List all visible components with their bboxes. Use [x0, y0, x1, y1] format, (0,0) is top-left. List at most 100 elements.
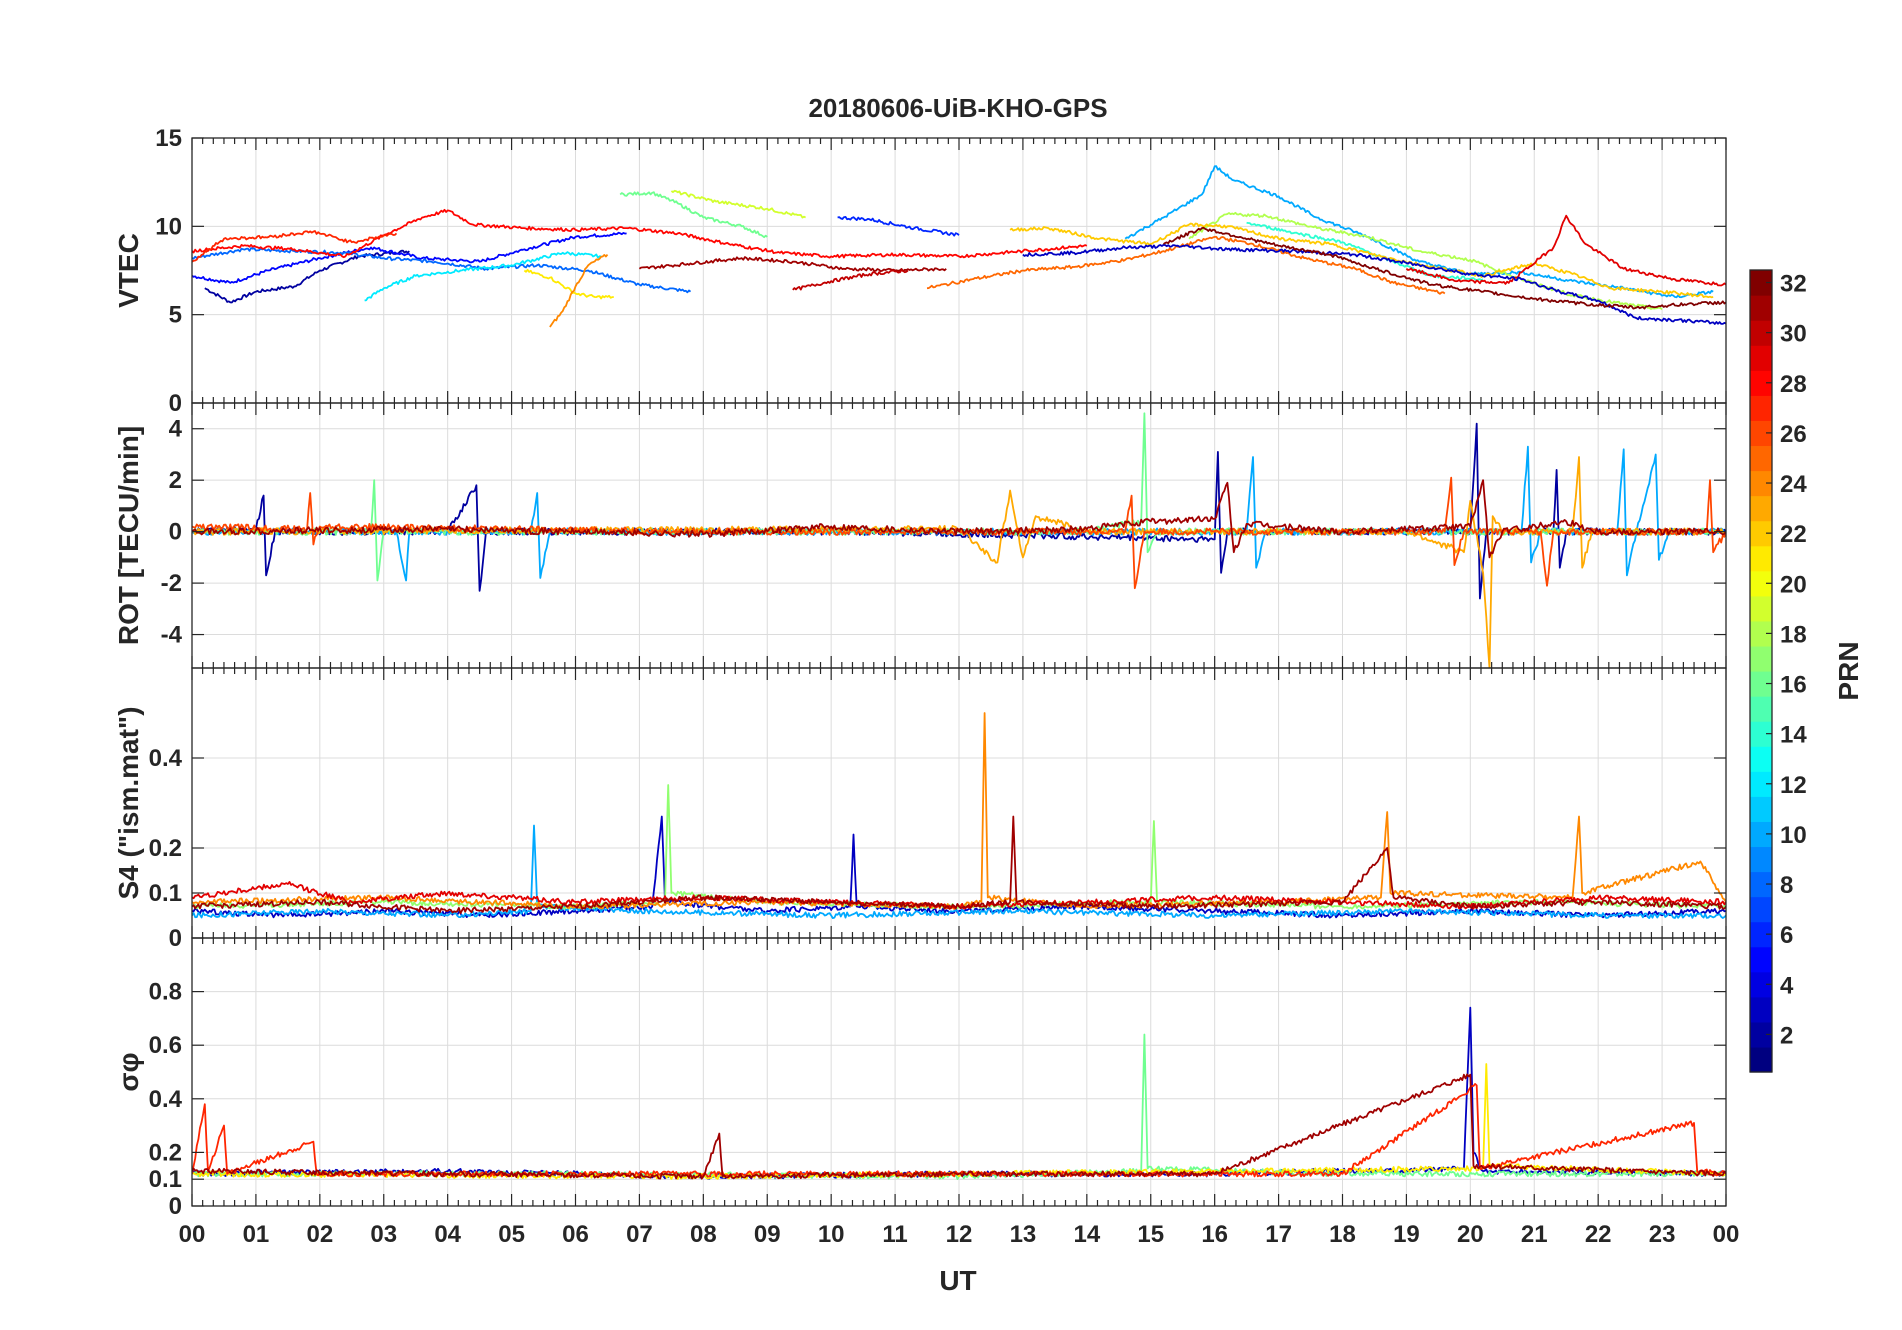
x-tick-label: 01 [243, 1221, 270, 1248]
colorbar-tick-label: 12 [1780, 772, 1807, 799]
series-prn-29 [1405, 214, 1726, 287]
colorbar-band [1750, 1046, 1772, 1073]
x-tick-label: 11 [882, 1221, 907, 1248]
series-prn-32 [1163, 226, 1726, 310]
y-tick-label: -2 [161, 570, 182, 597]
series-prn-27 [192, 230, 398, 263]
series-prn-31 [192, 479, 1726, 559]
colorbar-tick-label: 14 [1780, 722, 1807, 749]
series-prn-24 [549, 254, 609, 328]
colorbar-tick-label: 10 [1780, 822, 1807, 849]
x-tick-label: 02 [306, 1221, 333, 1248]
series-group-s4 [192, 712, 1726, 919]
y-tick-label: 4 [169, 416, 183, 443]
x-tick-label: 15 [1137, 1221, 1164, 1248]
y-tick-label: 15 [155, 125, 182, 152]
x-tick-label: 21 [1521, 1221, 1548, 1248]
colorbar-tick-label: 28 [1780, 371, 1807, 398]
x-tick-label: 23 [1649, 1221, 1676, 1248]
panel-vtec: 0 5 10 15 VTEC [113, 125, 1727, 417]
y-tick-label: 0.2 [149, 835, 182, 862]
x-tick-label: 05 [498, 1221, 525, 1248]
colorbar-band [1750, 395, 1772, 421]
colorbar-band [1750, 595, 1772, 622]
series-prn-12 [364, 251, 602, 302]
colorbar-band [1750, 846, 1772, 873]
x-tick-label: 00 [179, 1221, 206, 1248]
x-tick-label: 00 [1713, 1221, 1740, 1248]
series-group-vtec [192, 165, 1726, 328]
x-tick-label: 13 [1010, 1221, 1037, 1248]
y-tick-label: 0 [169, 1193, 182, 1220]
y-tick-label: 5 [169, 302, 182, 329]
y-tick-label: 0.6 [149, 1032, 182, 1059]
x-axis-label: UT [939, 1265, 976, 1296]
x-tick-label: 14 [1073, 1221, 1100, 1248]
y-tick-label: 10 [155, 213, 182, 240]
colorbar-band [1750, 1021, 1772, 1048]
colorbar-frame [1749, 269, 1773, 1073]
y-tick-label: 0.8 [149, 979, 182, 1006]
y-ticks-sigma_phi: 00.10.2 0.4 0.6 0.8 [149, 979, 1726, 1220]
y-ticks-rot: -4 -2 0 2 4 [161, 416, 1726, 649]
series-prn-28 [192, 208, 1088, 259]
colorbar-band [1750, 645, 1772, 672]
y-axis-label-s4: S4 ("ism.mat") [113, 706, 144, 899]
panel-rot: -4 -2 0 2 4 ROT [TECU/min] [113, 402, 1727, 669]
colorbar-band [1750, 445, 1772, 472]
colorbar-band [1750, 971, 1772, 998]
series-prn-21 [192, 1063, 1726, 1180]
series-prn-10 [1124, 165, 1714, 299]
x-ticks-vtec [191, 138, 1727, 403]
colorbar-band [1750, 570, 1772, 597]
colorbar-tick-label: 32 [1780, 271, 1807, 298]
x-tick-label: 17 [1265, 1221, 1292, 1248]
x-tick-labels: 00 01 02 03 04 05 06 07 08 09 10 11 12 13 14 15 16 17 18 19… [179, 1221, 1740, 1248]
colorbar-tick-label: 6 [1780, 922, 1793, 949]
colorbar-tick-label: 2 [1780, 1022, 1793, 1049]
series-prn-19 [670, 189, 807, 219]
y-tick-label: 0.4 [149, 1086, 183, 1113]
colorbar-band [1750, 470, 1772, 497]
colorbar-label: PRN [1833, 641, 1864, 700]
x-tick-label: 10 [818, 1221, 845, 1248]
y-tick-label: 0 [169, 390, 182, 417]
y-tick-label: 0.1 [149, 1166, 182, 1193]
x-ticks-s4 [191, 668, 1727, 938]
y-ticks-s4: 0 0.1 0.2 0.4 [149, 745, 1726, 952]
x-tick-label: 12 [946, 1221, 973, 1248]
colorbar-tick-label: 20 [1780, 571, 1807, 598]
x-tick-label: 19 [1393, 1221, 1420, 1248]
x-tick-label: 22 [1585, 1221, 1612, 1248]
colorbar-band [1750, 946, 1772, 973]
colorbar-band [1750, 871, 1772, 898]
colorbar-tick-label: 30 [1780, 321, 1807, 348]
x-tick-label: 07 [626, 1221, 653, 1248]
colorbar-band [1750, 671, 1772, 697]
x-tick-label: 08 [690, 1221, 717, 1248]
x-tick-label: 03 [370, 1221, 397, 1248]
colorbar-tick-label: 22 [1780, 521, 1807, 548]
series-prn-31 [192, 815, 1726, 915]
y-tick-label: 0.2 [149, 1139, 182, 1166]
series-prn-31 [638, 256, 947, 273]
x-tick-label: 06 [562, 1221, 589, 1248]
x-tick-label: 16 [1201, 1221, 1228, 1248]
series-prn-5 [192, 231, 627, 284]
x-ticks-rot [191, 403, 1727, 668]
colorbar-band [1750, 345, 1772, 371]
colorbar-band [1750, 721, 1772, 747]
series-prn-6 [837, 216, 960, 237]
colorbar-band [1750, 746, 1772, 772]
colorbar-band [1750, 370, 1772, 396]
colorbar-tick-label: 4 [1780, 972, 1794, 999]
y-tick-label: -4 [161, 622, 183, 649]
colorbar-tick-label: 24 [1780, 471, 1807, 498]
colorbar-band [1750, 270, 1772, 296]
panel-s4: 0 0.1 0.2 0.4S4 ("ism.mat") [113, 667, 1727, 952]
y-tick-label: 0.4 [149, 745, 183, 772]
colorbar-band [1750, 620, 1772, 647]
y-ticks-vtec: 0 5 10 15 [155, 125, 1726, 417]
